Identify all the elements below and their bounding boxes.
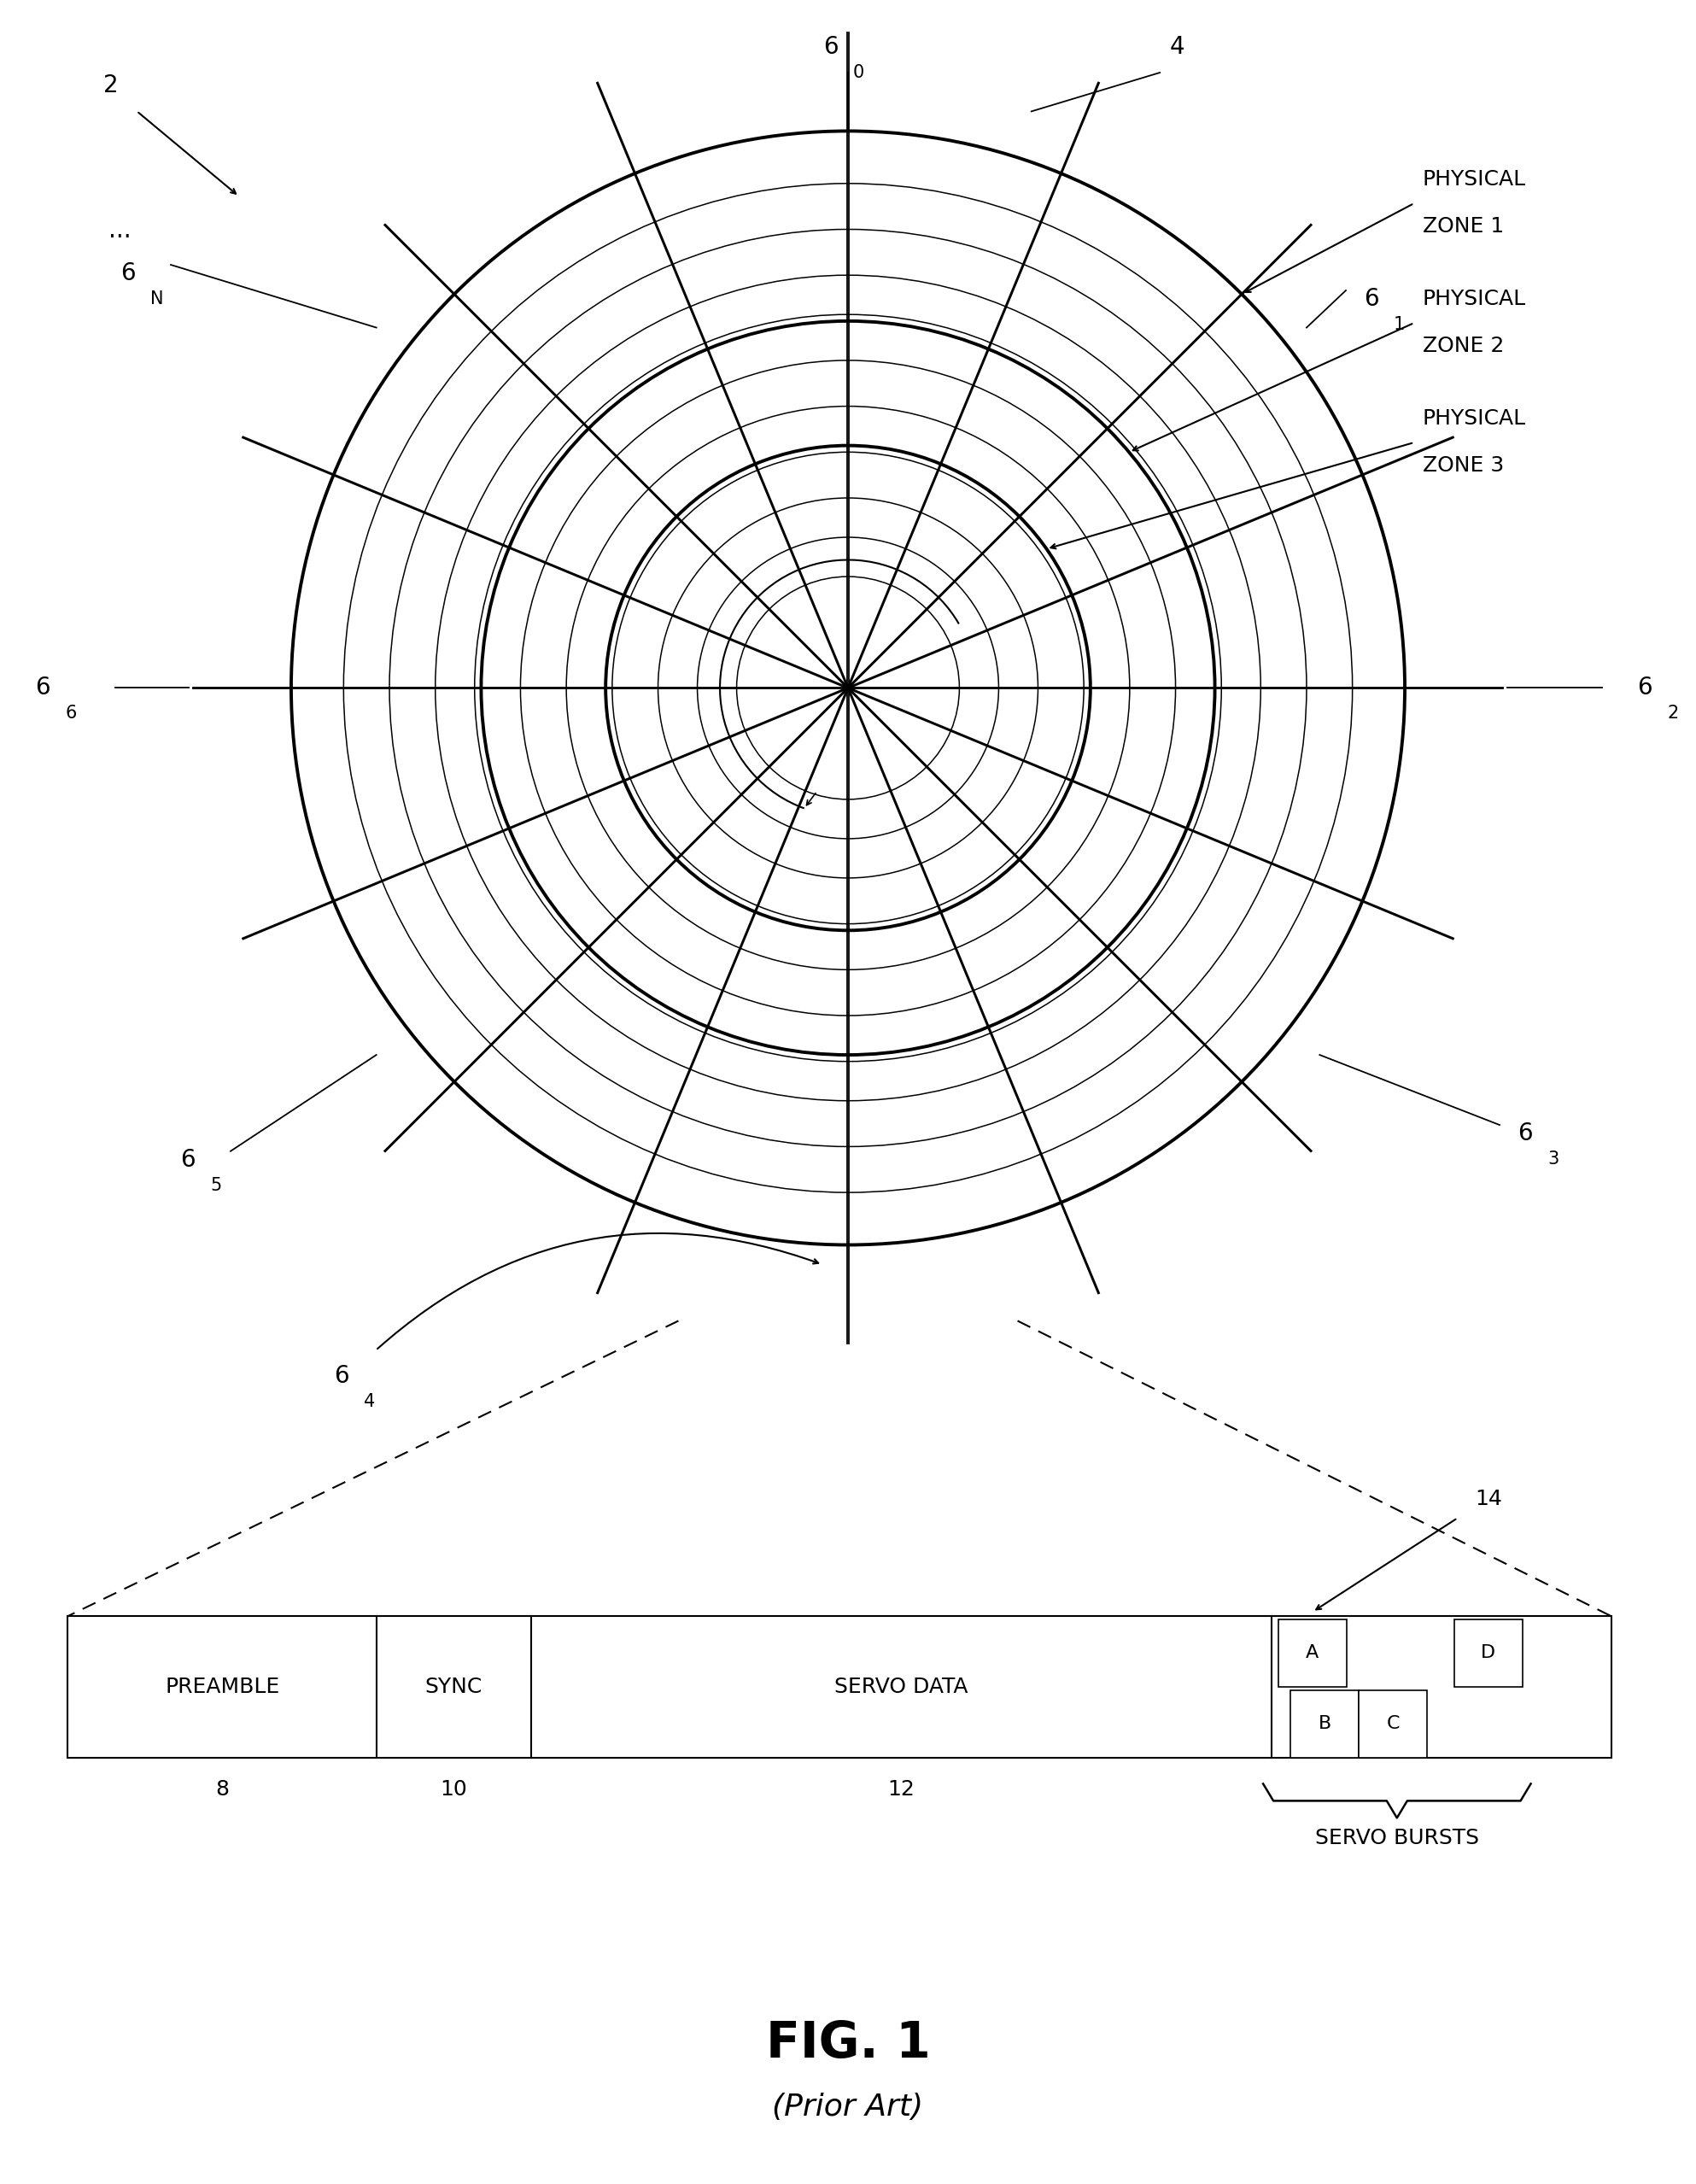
Text: ZONE 1: ZONE 1 [1423, 216, 1504, 236]
Text: SERVO BURSTS: SERVO BURSTS [1314, 1828, 1479, 1848]
Text: 0: 0 [853, 63, 865, 81]
Text: FIG. 1: FIG. 1 [765, 2018, 931, 2068]
Bar [1453, 1618, 1523, 1686]
Text: 2: 2 [103, 74, 119, 98]
Text: PHYSICAL: PHYSICAL [1423, 168, 1526, 190]
Text: 12: 12 [887, 1780, 914, 1800]
Text: 6: 6 [120, 262, 136, 286]
Text: 4: 4 [1170, 35, 1184, 59]
Text: PHYSICAL: PHYSICAL [1423, 408, 1526, 428]
Text: 6: 6 [36, 677, 51, 699]
Text: 6: 6 [64, 705, 76, 723]
Text: 10: 10 [441, 1780, 466, 1800]
Text: 8: 8 [215, 1780, 229, 1800]
Text: C: C [1386, 1714, 1399, 1732]
Text: 6: 6 [1364, 286, 1379, 310]
Text: ...: ... [109, 218, 131, 242]
Text: 2: 2 [1667, 705, 1679, 723]
Text: 6: 6 [1518, 1123, 1533, 1144]
Text: ZONE 3: ZONE 3 [1423, 454, 1504, 476]
Text: 6: 6 [823, 35, 838, 59]
Text: A: A [1306, 1645, 1319, 1662]
Text: (Prior Art): (Prior Art) [772, 2092, 924, 2121]
Bar [1358, 1690, 1426, 1758]
Text: 6: 6 [1637, 677, 1652, 699]
Bar [1279, 1618, 1347, 1686]
Text: N: N [151, 290, 163, 308]
Text: B: B [1318, 1714, 1331, 1732]
Text: 14: 14 [1476, 1489, 1503, 1509]
Text: 4: 4 [365, 1393, 375, 1411]
Text: PHYSICAL: PHYSICAL [1423, 288, 1526, 310]
Text: 6: 6 [180, 1149, 195, 1171]
Text: 5: 5 [210, 1177, 222, 1195]
Text: 6: 6 [334, 1365, 349, 1387]
Text: 3: 3 [1547, 1151, 1559, 1168]
Bar [1291, 1690, 1358, 1758]
Text: D: D [1481, 1645, 1496, 1662]
Text: 1: 1 [1394, 317, 1404, 334]
Text: SYNC: SYNC [426, 1677, 482, 1697]
Bar [68, 1616, 1611, 1758]
Text: SERVO DATA: SERVO DATA [834, 1677, 968, 1697]
Text: ZONE 2: ZONE 2 [1423, 336, 1504, 356]
Text: PREAMBLE: PREAMBLE [165, 1677, 280, 1697]
